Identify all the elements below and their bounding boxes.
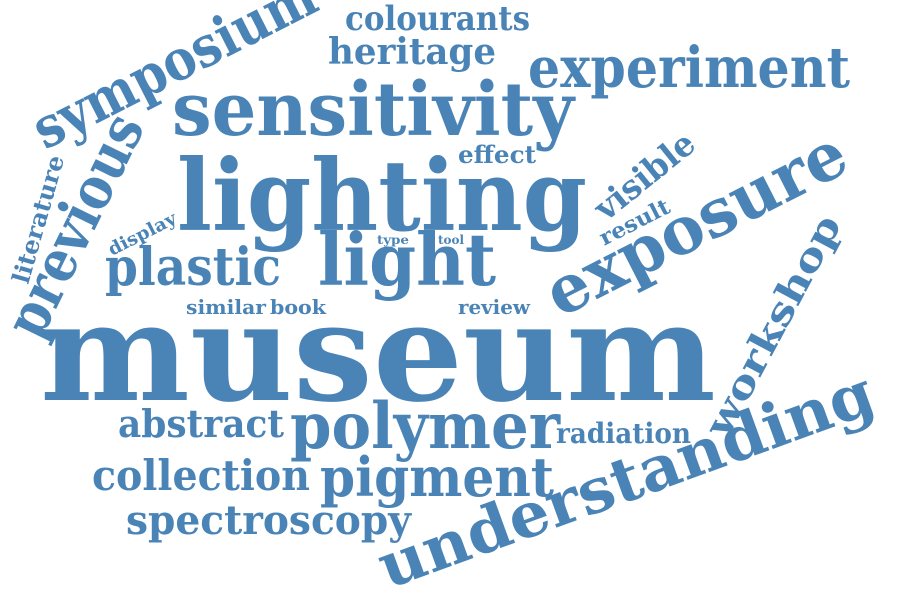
word-polymer: polymer [290, 389, 561, 464]
word-radiation: radiation [556, 417, 691, 450]
word-abstract: abstract [118, 401, 284, 446]
word-tool: tool [438, 233, 464, 247]
word-colourants: colourants [345, 0, 530, 39]
word-sensitivity: sensitivity [172, 67, 576, 153]
word-type: type [377, 233, 409, 247]
word-light: light [318, 217, 496, 302]
word-experiment: experiment [528, 35, 850, 101]
word-pigment: pigment [320, 445, 554, 509]
word-heritage: heritage [328, 31, 496, 73]
word-effect: effect [458, 140, 536, 169]
word-plastic: plastic [105, 237, 281, 298]
word-museum: museum [40, 273, 716, 433]
word-collection: collection [92, 451, 310, 500]
word-spectroscopy: spectroscopy [126, 497, 413, 544]
word-similar: similar [186, 295, 266, 319]
word-review: review [458, 295, 531, 319]
word-lighting: lighting [177, 139, 587, 254]
word-book: book [270, 295, 327, 319]
